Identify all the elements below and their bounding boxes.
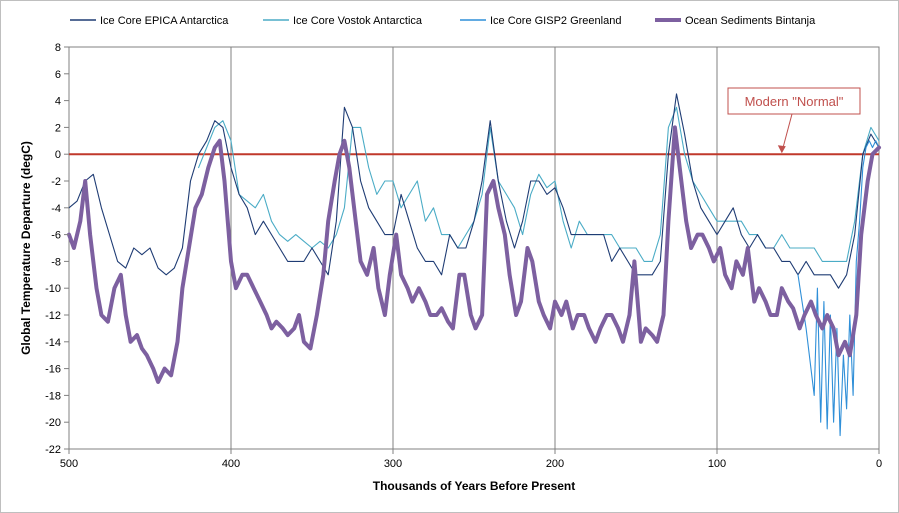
series-line [68, 93, 880, 289]
y-tick-label: 8 [55, 42, 61, 54]
legend: Ice Core EPICA Antarctica Ice Core Vostok… [70, 15, 816, 27]
y-tick-label: -6 [51, 230, 61, 242]
y-axis-title: Global Temperature Departure (degC) [19, 141, 33, 355]
x-tick-label: 200 [546, 458, 564, 470]
y-tick-label: -10 [45, 283, 61, 295]
annotation-arrowhead [777, 145, 786, 154]
annotation-text: Modern "Normal" [745, 94, 844, 109]
y-tick-label: 6 [55, 69, 61, 81]
legend-label: Ice Core EPICA Antarctica [100, 15, 229, 27]
y-tick-label: -18 [45, 390, 61, 402]
legend-label: Ice Core Vostok Antarctica [293, 15, 423, 27]
x-tick-label: 500 [60, 458, 78, 470]
series-line [797, 140, 880, 437]
annotation-layer: Modern "Normal" [727, 87, 861, 154]
legend-label: Ocean Sediments Bintanja [685, 15, 816, 27]
axis-layer: 8 6 4 2 0 -2 -4 -6 -8 -10 -12 -14 -16 -18 -20 -22 500 400… [45, 42, 882, 470]
y-tick-label: -14 [45, 337, 61, 349]
series-layer [67, 93, 881, 437]
y-tick-label: 2 [55, 122, 61, 134]
legend-label: Ice Core GISP2 Greenland [490, 15, 621, 27]
annotation-box [727, 87, 861, 115]
annotation-arrow [781, 113, 793, 153]
x-tick-label: 100 [708, 458, 726, 470]
y-tick-label: 4 [55, 96, 61, 108]
y-tick-label: -22 [45, 444, 61, 456]
x-tick-label: 400 [222, 458, 240, 470]
x-tick-label: 300 [384, 458, 402, 470]
y-tick-label: -20 [45, 417, 61, 429]
y-tick-label: -12 [45, 310, 61, 322]
y-tick-label: -4 [51, 203, 61, 215]
y-tick-label: 0 [55, 149, 61, 161]
series-line [67, 125, 881, 384]
y-tick-label: -2 [51, 176, 61, 188]
x-tick-label: 0 [876, 458, 882, 470]
y-tick-label: -16 [45, 364, 61, 376]
y-tick-label: -8 [51, 256, 61, 268]
x-axis-title: Thousands of Years Before Present [373, 479, 576, 493]
